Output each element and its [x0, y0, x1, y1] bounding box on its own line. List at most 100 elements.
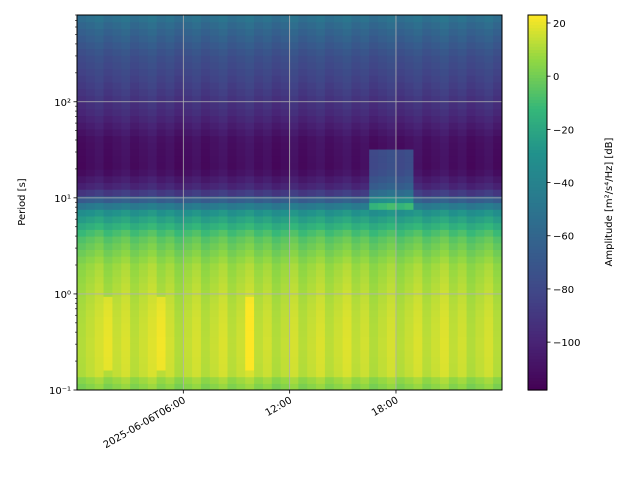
heatmap-cell [112, 282, 122, 291]
heatmap-cell [395, 162, 406, 170]
heatmap-cell [440, 296, 450, 304]
heatmap-cell [192, 115, 202, 123]
heatmap-cell [422, 195, 432, 204]
heatmap-cell [386, 202, 397, 210]
heatmap-cell [165, 276, 175, 284]
heatmap-cell [209, 169, 220, 177]
heatmap-cell [130, 21, 140, 29]
heatmap-cell [236, 95, 246, 103]
heatmap-cell [431, 356, 441, 364]
heatmap-cell [404, 115, 415, 123]
heatmap-cell [395, 369, 406, 378]
heatmap-cell [324, 316, 335, 324]
heatmap-cell [289, 75, 299, 83]
heatmap-cell [333, 28, 344, 36]
heatmap-cell [130, 215, 140, 224]
heatmap-cell [448, 202, 459, 210]
heatmap-cell [200, 235, 211, 244]
heatmap-cell [183, 369, 193, 378]
heatmap-cell [121, 61, 131, 70]
heatmap-cell [121, 88, 131, 96]
heatmap-cell [484, 309, 494, 317]
heatmap-cell [77, 323, 87, 331]
heatmap-cell [262, 35, 273, 43]
heatmap-cell [369, 316, 379, 324]
heatmap-cell [209, 175, 220, 184]
heatmap-cell [209, 262, 220, 271]
heatmap-cell [209, 102, 220, 110]
heatmap-cell [386, 189, 397, 197]
heatmap-cell [94, 61, 105, 70]
heatmap-cell [183, 229, 193, 237]
heatmap-cell [262, 128, 273, 137]
heatmap-cell [422, 175, 432, 184]
heatmap-cell [156, 343, 167, 351]
heatmap-cell [209, 41, 220, 50]
heatmap-cell [147, 336, 158, 344]
heatmap-cell [254, 128, 264, 137]
heatmap-cell [351, 289, 361, 297]
heatmap-cell [457, 235, 468, 244]
heatmap-cell [378, 128, 388, 137]
heatmap-cell [440, 289, 450, 297]
heatmap-cell [103, 222, 114, 230]
heatmap-cell [130, 128, 140, 137]
heatmap-cell [227, 108, 237, 117]
heatmap-cell [431, 169, 441, 177]
heatmap-cell [138, 155, 149, 163]
heatmap-cell [493, 316, 502, 324]
heatmap-cell [431, 349, 441, 358]
heatmap-cell [138, 249, 149, 257]
heatmap-cell [448, 256, 459, 264]
heatmap-cell [254, 182, 264, 190]
heatmap-cell [333, 229, 344, 237]
heatmap-cell [431, 135, 441, 143]
heatmap-cell [324, 282, 335, 291]
heatmap-cell [484, 135, 494, 143]
heatmap-cell [94, 376, 105, 384]
heatmap-cell [369, 249, 379, 257]
heatmap-cell [121, 41, 131, 50]
heatmap-cell [112, 115, 122, 123]
heatmap-cell [316, 235, 326, 244]
heatmap-cell [316, 155, 326, 163]
heatmap-cell [369, 195, 379, 204]
heatmap-cell [165, 336, 175, 344]
heatmap-cell [289, 162, 299, 170]
heatmap-cell [307, 182, 317, 190]
heatmap-cell [103, 128, 114, 137]
heatmap-cell [342, 215, 353, 224]
heatmap-cell [457, 356, 468, 364]
colorbar-segment [528, 143, 547, 147]
heatmap-cell [183, 296, 193, 304]
heatmap-cell [94, 369, 105, 378]
heatmap-cell [475, 142, 485, 150]
heatmap-cell [324, 122, 335, 130]
heatmap-cell [262, 235, 273, 244]
heatmap-cell [192, 61, 202, 70]
heatmap-cell [130, 55, 140, 63]
heatmap-cell [130, 169, 140, 177]
heatmap-cell [130, 282, 140, 291]
heatmap-cell [413, 102, 423, 110]
heatmap-cell [138, 128, 149, 137]
heatmap-cell [183, 356, 193, 364]
heatmap-cell [448, 262, 459, 271]
heatmap-cell [413, 363, 423, 371]
heatmap-cell [457, 302, 468, 311]
heatmap-cell [183, 289, 193, 297]
heatmap-cell [138, 229, 149, 237]
heatmap-cell [130, 229, 140, 237]
heatmap-cell [448, 242, 459, 250]
heatmap-cell [192, 356, 202, 364]
heatmap-cell [156, 323, 167, 331]
heatmap-cell [457, 363, 468, 371]
heatmap-cell [484, 369, 494, 378]
heatmap-cell [360, 95, 370, 103]
heatmap-cell [280, 128, 291, 137]
heatmap-cell [85, 95, 96, 103]
heatmap-cell [386, 329, 397, 338]
heatmap-cell [378, 115, 388, 123]
heatmap-cell [351, 356, 361, 364]
heatmap-cell [183, 215, 193, 224]
